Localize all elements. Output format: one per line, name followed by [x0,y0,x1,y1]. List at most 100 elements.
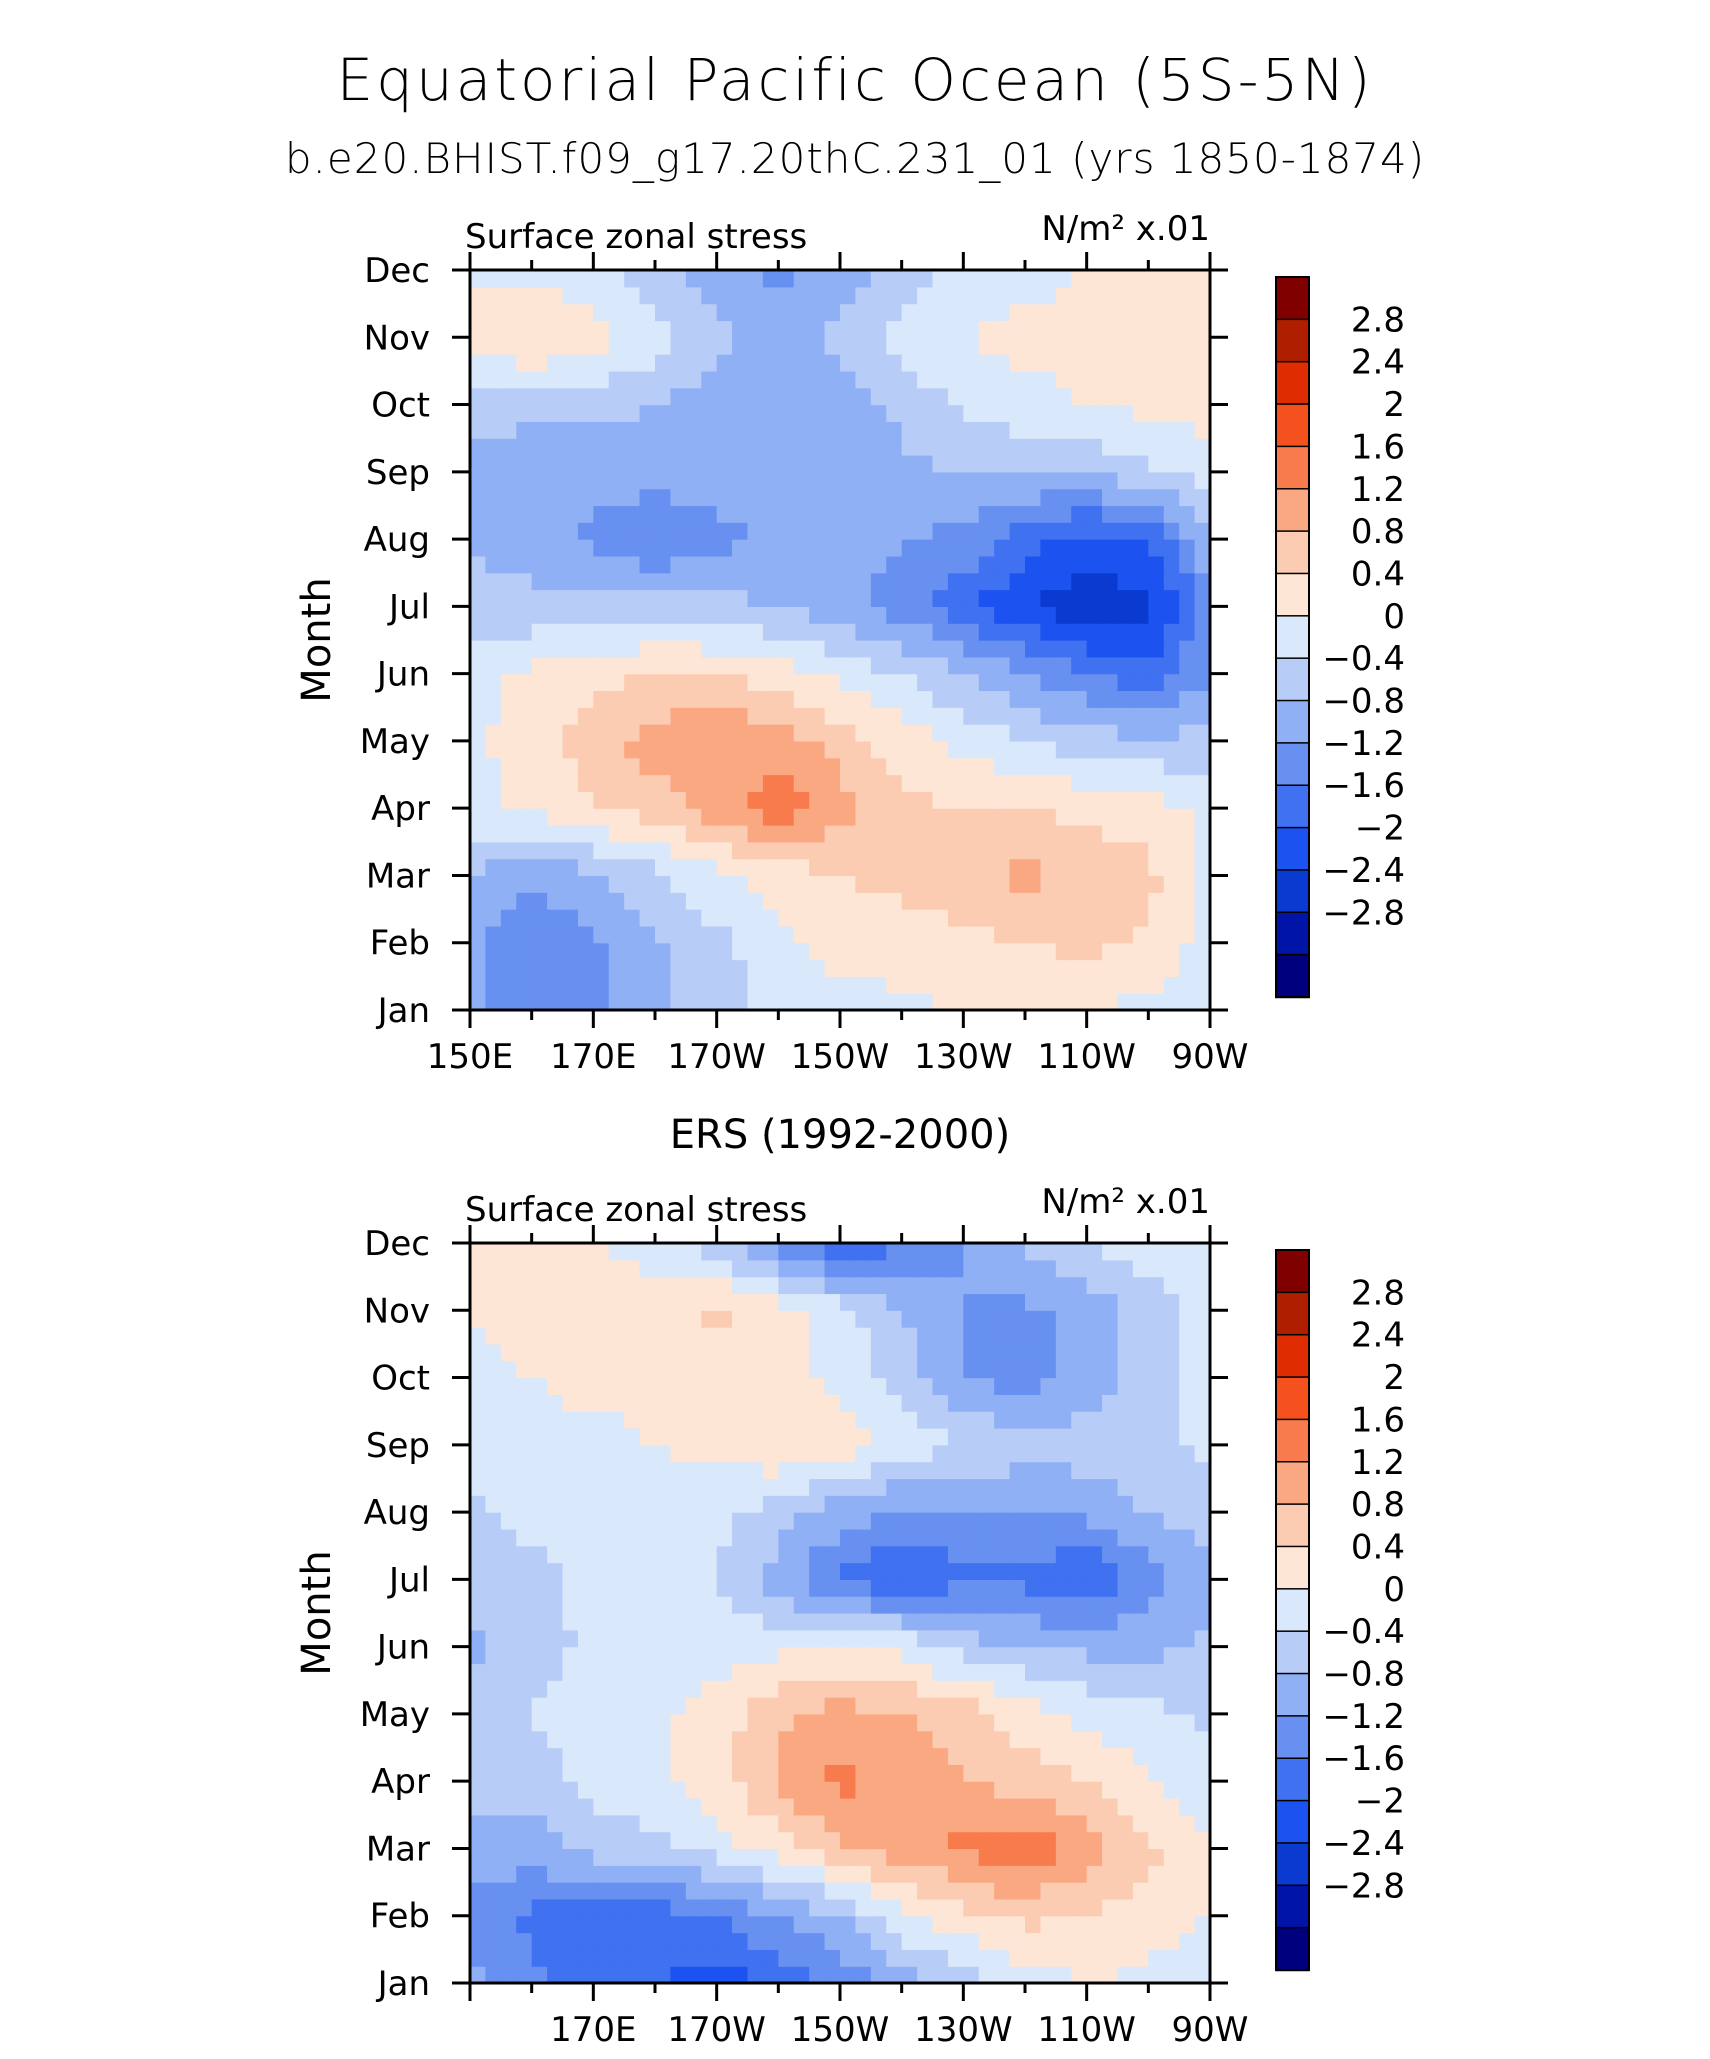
contour-cell [824,1377,841,1395]
contour-cell [1194,1545,1211,1564]
contour-cell [1040,1343,1057,1362]
contour-cell [778,875,795,893]
contour-cell [840,1629,857,1648]
contour-cell [947,757,964,776]
contour-cell [547,1680,564,1698]
colorbar-swatch [1275,1842,1310,1887]
contour-cell [1086,1747,1103,1765]
contour-cell [1194,1764,1211,1782]
contour-cell [840,942,857,961]
contour-cell [655,892,672,910]
contour-cell [1025,1966,1042,1984]
contour-cell [577,1310,594,1328]
contour-cell [485,572,502,591]
contour-cell [1009,589,1026,607]
contour-cell [1132,1814,1149,1833]
contour-cell [562,1411,579,1429]
contour-cell [624,387,641,406]
contour-cell [670,1646,687,1665]
contour-cell [1102,909,1119,927]
contour-cell [1025,303,1042,322]
contour-cell [840,471,857,490]
contour-cell [747,724,764,742]
contour-cell [608,875,625,893]
contour-cell [994,539,1011,557]
contour-cell [1179,387,1196,406]
contour-cell [1102,370,1119,389]
contour-cell [1163,438,1180,456]
contour-cell [762,303,779,322]
contour-cell [593,1915,610,1934]
contour-cell [1194,471,1211,490]
contour-cell [1148,320,1165,338]
contour-cell [1102,488,1119,507]
contour-cell [947,1814,964,1833]
contour-cell [562,1259,579,1278]
contour-cell [1148,1831,1165,1850]
contour-cell [855,1579,872,1597]
contour-cell [1179,858,1196,877]
contour-cell [1148,623,1165,641]
contour-cell [670,1629,687,1648]
contour-cell [762,421,779,439]
contour-cell [1040,1545,1057,1564]
contour-cell [840,925,857,944]
contour-cell [562,387,579,406]
contour-cell [500,1293,517,1311]
contour-cell [978,1243,995,1261]
contour-cell [1009,942,1026,961]
contour-cell [624,841,641,860]
contour-cell [809,1781,826,1799]
contour-cell [516,1327,533,1345]
contour-cell [531,673,548,692]
contour-cell [1040,1966,1057,1984]
contour-cell [685,1915,702,1934]
contour-cell [593,1747,610,1765]
contour-cell [762,1545,779,1564]
contour-cell [886,1377,903,1395]
contour-cell [809,993,826,1011]
contour-cell [485,1528,502,1547]
colorbar-label: −0.8 [1322,682,1405,722]
contour-cell [1148,892,1165,910]
contour-cell [1194,1428,1211,1446]
contour-cell [762,438,779,456]
contour-cell [901,1781,918,1799]
contour-cell [762,1915,779,1934]
contour-cell [793,673,810,692]
contour-cell [1179,589,1196,607]
contour-cell [485,1915,502,1934]
contour-cell [1055,623,1072,641]
contour-cell [608,656,625,675]
contour-cell [593,724,610,742]
contour-cell [1071,572,1088,591]
contour-cell [901,673,918,692]
contour-cell [485,1680,502,1698]
contour-cell [870,1478,887,1496]
contour-cell [1071,555,1088,574]
contour-cell [1009,1798,1026,1816]
contour-cell [1055,1764,1072,1782]
contour-cell [824,1478,841,1496]
contour-cell [824,1360,841,1379]
contour-cell [917,1478,934,1496]
contour-cell [1009,656,1026,675]
contour-cell [1132,707,1149,725]
contour-cell [1132,724,1149,742]
contour-cell [670,337,687,355]
contour-cell [701,1713,718,1732]
contour-cell [670,589,687,607]
contour-cell [624,471,641,490]
contour-cell [608,724,625,742]
contour-cell [1163,1562,1180,1580]
contour-cell [809,757,826,776]
contour-cell [840,539,857,557]
contour-cell [1055,656,1072,675]
contour-cell [593,1444,610,1463]
contour-cell [870,1613,887,1631]
contour-cell [685,606,702,624]
contour-cell [1086,707,1103,725]
contour-cell [655,572,672,591]
y-tick-label: Mar [366,856,430,896]
contour-cell [1102,1394,1119,1412]
